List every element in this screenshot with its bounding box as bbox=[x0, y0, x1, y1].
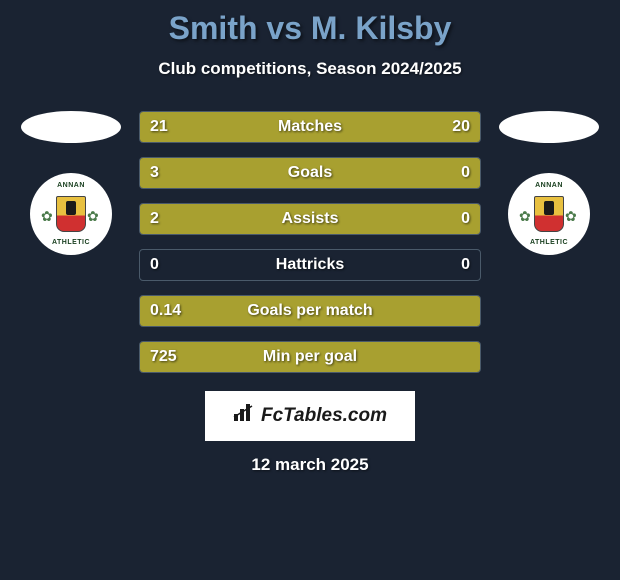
stat-row: 2 Assists 0 bbox=[139, 203, 481, 235]
stat-label: Min per goal bbox=[263, 348, 357, 366]
left-player-column: ANNAN ✿ ✿ ATHLETIC bbox=[21, 111, 121, 255]
stat-label: Matches bbox=[278, 118, 342, 136]
stat-row: 3 Goals 0 bbox=[139, 157, 481, 189]
stat-value-right: 0 bbox=[461, 256, 470, 274]
right-player-column: ANNAN ✿ ✿ ATHLETIC bbox=[499, 111, 599, 255]
badge-inner-left: ANNAN ✿ ✿ ATHLETIC bbox=[39, 182, 103, 246]
fctables-attribution: FcTables.com bbox=[205, 391, 415, 441]
stat-value-left: 725 bbox=[150, 348, 177, 366]
stat-value-right: 0 bbox=[461, 210, 470, 228]
badge-inner-right: ANNAN ✿ ✿ ATHLETIC bbox=[517, 182, 581, 246]
stat-value-left: 3 bbox=[150, 164, 159, 182]
shield-icon bbox=[56, 196, 86, 232]
player-photo-right bbox=[499, 111, 599, 143]
shield-icon bbox=[534, 196, 564, 232]
badge-text-top-left: ANNAN bbox=[57, 182, 85, 189]
club-badge-left: ANNAN ✿ ✿ ATHLETIC bbox=[30, 173, 112, 255]
fctables-text: FcTables.com bbox=[261, 405, 387, 427]
stat-value-right: 0 bbox=[461, 164, 470, 182]
comparison-date: 12 march 2025 bbox=[0, 455, 620, 475]
stat-row: 21 Matches 20 bbox=[139, 111, 481, 143]
stat-row: 725 Min per goal bbox=[139, 341, 481, 373]
main-container: Smith vs M. Kilsby Club competitions, Se… bbox=[0, 0, 620, 475]
stat-row: 0 Hattricks 0 bbox=[139, 249, 481, 281]
stat-value-left: 0.14 bbox=[150, 302, 181, 320]
badge-text-bottom-right: ATHLETIC bbox=[530, 239, 568, 246]
comparison-area: ANNAN ✿ ✿ ATHLETIC 21 Matches 20 3 Goals 0 2 As… bbox=[0, 111, 620, 373]
thistle-icon: ✿ bbox=[87, 208, 101, 224]
badge-text-bottom-left: ATHLETIC bbox=[52, 239, 90, 246]
club-badge-right: ANNAN ✿ ✿ ATHLETIC bbox=[508, 173, 590, 255]
stat-value-right: 20 bbox=[452, 118, 470, 136]
stat-label: Goals bbox=[288, 164, 332, 182]
badge-text-top-right: ANNAN bbox=[535, 182, 563, 189]
stat-label: Hattricks bbox=[276, 256, 344, 274]
competition-subtitle: Club competitions, Season 2024/2025 bbox=[0, 59, 620, 79]
thistle-icon: ✿ bbox=[519, 208, 533, 224]
stat-label: Goals per match bbox=[247, 302, 372, 320]
bar-left bbox=[140, 204, 398, 234]
stat-label: Assists bbox=[282, 210, 339, 228]
thistle-icon: ✿ bbox=[565, 208, 579, 224]
bar-left bbox=[140, 158, 398, 188]
stat-row: 0.14 Goals per match bbox=[139, 295, 481, 327]
comparison-title: Smith vs M. Kilsby bbox=[0, 10, 620, 47]
stat-value-left: 2 bbox=[150, 210, 159, 228]
chart-bars-icon bbox=[233, 404, 255, 428]
thistle-icon: ✿ bbox=[41, 208, 55, 224]
player-photo-left bbox=[21, 111, 121, 143]
stat-value-left: 0 bbox=[150, 256, 159, 274]
stat-value-left: 21 bbox=[150, 118, 168, 136]
stats-column: 21 Matches 20 3 Goals 0 2 Assists 0 0 Hattricks 0 0.… bbox=[139, 111, 481, 373]
